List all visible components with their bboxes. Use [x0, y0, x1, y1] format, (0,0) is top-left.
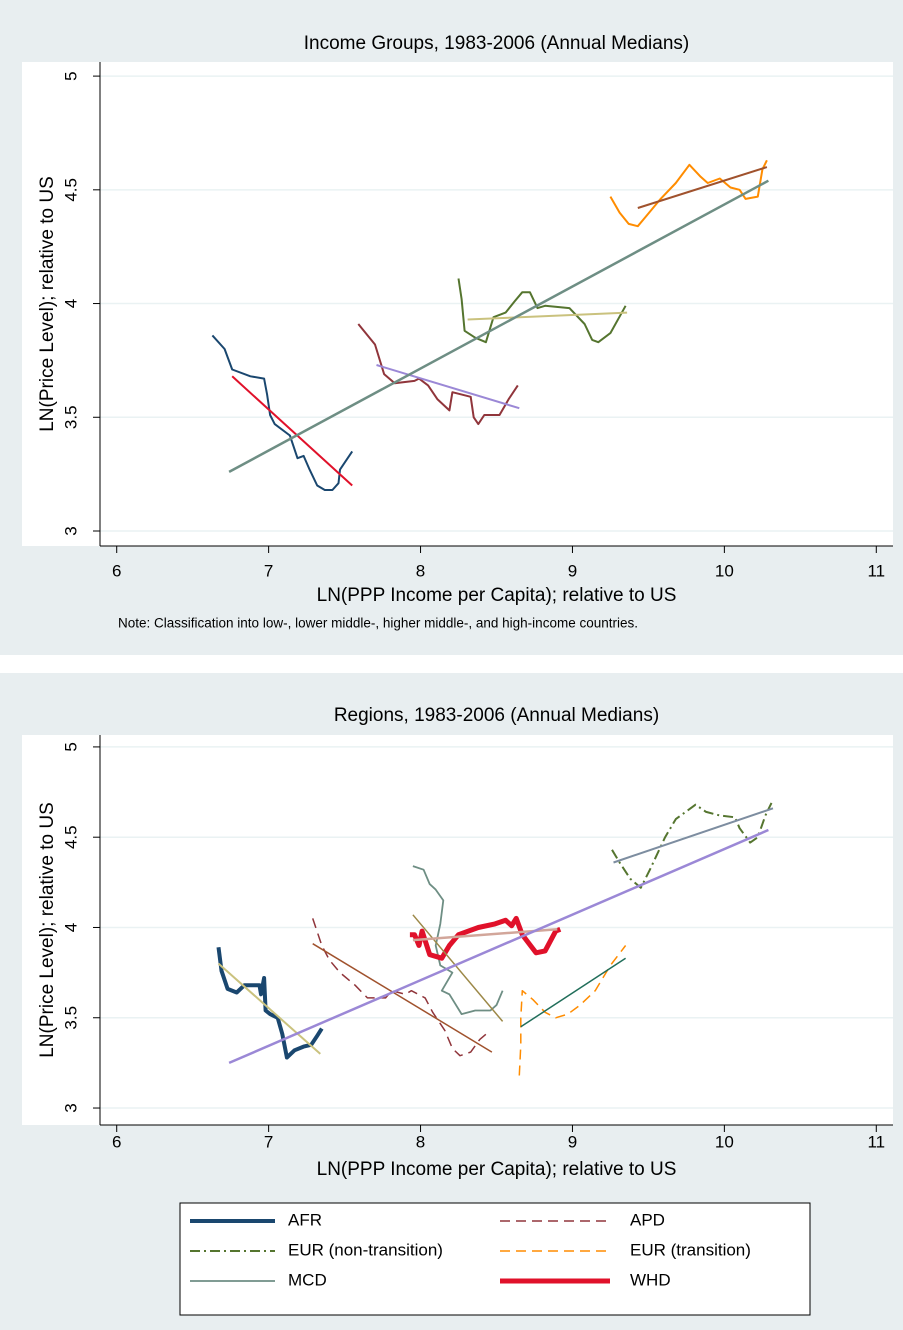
x-axis-title: LN(PPP Income per Capita); relative to U… [317, 585, 677, 606]
y-tick-label: 4.5 [61, 825, 80, 849]
series-line [357, 323, 519, 426]
chart-note: Note: Classification into low-, lower mi… [118, 616, 638, 631]
series-line [609, 159, 768, 228]
y-tick-label: 3.5 [61, 405, 80, 429]
x-tick-label: 7 [264, 561, 273, 580]
x-tick-label: 9 [568, 1132, 577, 1151]
series-line [611, 802, 773, 889]
y-tick-label: 4 [61, 923, 80, 932]
series-line [311, 918, 491, 1057]
y-axis-title: LN(Price Level); relative to US [37, 802, 58, 1058]
y-tick-label: 4.5 [61, 178, 80, 202]
legend-label: WHD [630, 1270, 671, 1289]
y-tick-label: 3.5 [61, 1006, 80, 1030]
x-tick-label: 6 [112, 561, 121, 580]
series-line [216, 947, 324, 1060]
x-tick-label: 8 [416, 561, 425, 580]
legend-label: EUR (non-transition) [288, 1240, 443, 1259]
legend-label: APD [630, 1210, 665, 1229]
x-tick-label: 6 [112, 1132, 121, 1151]
series-line [637, 166, 768, 209]
series-line [467, 311, 628, 321]
x-tick-label: 10 [715, 561, 734, 580]
legend-label: EUR (transition) [630, 1240, 751, 1259]
x-tick-label: 10 [715, 1132, 734, 1151]
series-line [211, 334, 354, 491]
legend-box [179, 1202, 811, 1316]
series-line [312, 943, 493, 1053]
series-line [520, 957, 627, 1028]
series-line [457, 278, 627, 344]
series-line [228, 828, 769, 1065]
series-line [518, 945, 627, 1076]
plot-area [22, 735, 893, 1125]
y-tick-label: 5 [61, 71, 80, 80]
x-tick-label: 9 [568, 561, 577, 580]
x-tick-label: 7 [264, 1132, 273, 1151]
y-tick-label: 5 [61, 742, 80, 751]
series-line [376, 364, 520, 410]
series-line [409, 915, 562, 961]
x-tick-label: 8 [416, 1132, 425, 1151]
chart-title: Income Groups, 1983-2006 (Annual Medians… [304, 33, 690, 54]
y-tick-label: 4 [61, 299, 80, 308]
legend-label: AFR [288, 1210, 322, 1229]
x-axis-title: LN(PPP Income per Capita); relative to U… [317, 1159, 677, 1180]
x-tick-label: 11 [867, 1132, 885, 1151]
chart-title: Regions, 1983-2006 (Annual Medians) [334, 705, 659, 726]
series-line [613, 807, 774, 864]
series-line [217, 962, 321, 1055]
legend-label: MCD [288, 1270, 327, 1289]
series-line [412, 914, 504, 1022]
y-tick-label: 3 [61, 526, 80, 535]
x-tick-label: 11 [867, 561, 885, 580]
y-axis-title: LN(Price Level); relative to US [37, 176, 58, 432]
y-tick-label: 3 [61, 1103, 80, 1112]
series-line [228, 179, 769, 473]
series-line [231, 375, 353, 487]
